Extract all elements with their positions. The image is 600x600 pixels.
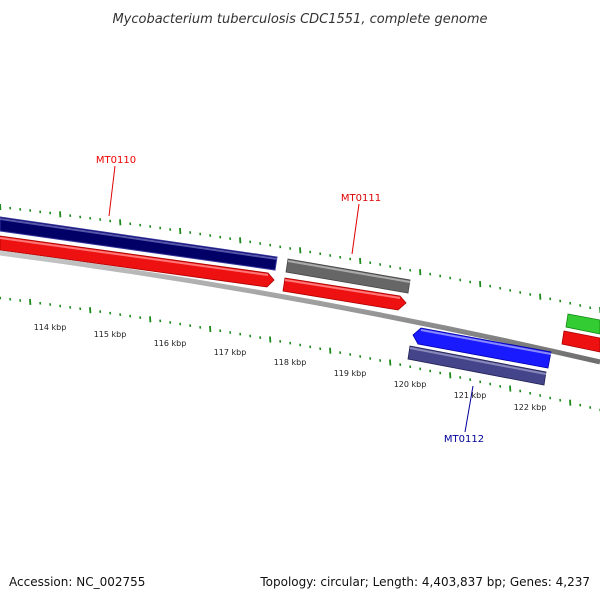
gene-arrow-next[interactable] [561,330,600,353]
ruler-label: 117 kbp [214,348,247,357]
genome-backbone [0,250,600,365]
outer-tick-ring [0,203,600,314]
ruler-label: 120 kbp [394,380,427,389]
gene-block-forward-strand[interactable] [0,216,278,271]
ruler-label: 119 kbp [334,369,367,378]
gene-block-highlight [287,260,411,283]
genome-summary-text: Topology: circular; Length: 4,403,837 bp… [259,575,590,589]
label-leader-mt0110 [108,165,116,217]
gene-block-next-forward[interactable] [565,313,600,335]
ruler-label: 122 kbp [514,403,547,412]
label-leader-mt0111 [351,203,360,255]
gene-block-mt0111[interactable] [285,258,411,294]
label-leader-mt0112 [464,385,474,433]
ruler-labels: 114 kbp 115 kbp 116 kbp 117 kbp 118 kbp 119 k… [34,323,547,412]
gene-arrow-mt0111[interactable] [282,277,407,311]
gene-label-mt0112[interactable]: MT0112 [444,434,484,445]
ruler-label: 116 kbp [154,339,187,348]
ruler-label: 121 kbp [454,391,487,400]
ruler-label: 115 kbp [94,330,127,339]
inner-tick-ring [0,296,600,412]
accession-text: Accession: NC_002755 [9,575,145,589]
gene-arrow-mt0110[interactable] [0,235,275,288]
gene-arrow-highlight [0,237,269,276]
gene-block-highlight [409,347,547,375]
ruler-label: 118 kbp [274,358,307,367]
gene-block-highlight [0,218,278,260]
gene-label-mt0110[interactable]: MT0110 [96,155,136,166]
gene-arrow-highlight [284,279,401,299]
ruler-label: 114 kbp [34,323,67,332]
gene-block-mt0112[interactable] [407,345,547,386]
gene-label-mt0111[interactable]: MT0111 [341,193,381,204]
gene-arrow-mt0112[interactable] [412,327,552,369]
map-title: Mycobacterium tuberculosis CDC1551, comp… [112,12,487,27]
gene-arrow-highlight [420,329,552,355]
